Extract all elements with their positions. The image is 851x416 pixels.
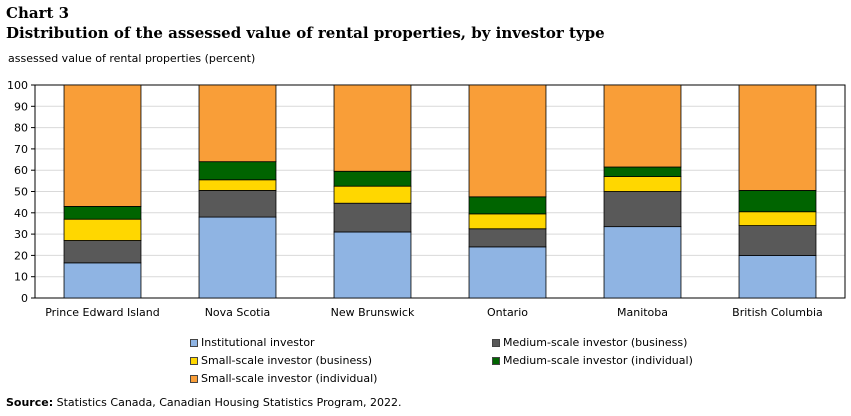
bar-segment bbox=[738, 225, 817, 256]
bar-segment bbox=[468, 213, 547, 230]
y-tick-label: 0 bbox=[21, 292, 28, 305]
bar-segment bbox=[603, 84, 682, 168]
bar-segment bbox=[198, 161, 277, 181]
source-note: Source: Statistics Canada, Canadian Hous… bbox=[6, 396, 402, 409]
bar-segment bbox=[738, 190, 817, 213]
bar-segment bbox=[198, 190, 277, 218]
y-axis-label: assessed value of rental properties (per… bbox=[8, 52, 256, 65]
legend-swatch bbox=[492, 356, 500, 365]
bar-segment bbox=[333, 170, 412, 187]
bar-segment bbox=[333, 231, 412, 299]
bar-segment bbox=[198, 179, 277, 191]
legend-item: Medium-scale investor (business) bbox=[492, 336, 687, 349]
y-tick-label: 40 bbox=[14, 207, 28, 220]
bar-segment bbox=[198, 84, 277, 163]
bar-segment bbox=[468, 84, 547, 198]
source-label: Source: bbox=[6, 396, 54, 409]
y-tick-label: 10 bbox=[14, 271, 28, 284]
x-tick-label: Prince Edward Island bbox=[45, 306, 160, 319]
bar-segment bbox=[198, 216, 277, 299]
bar-segment bbox=[333, 185, 412, 204]
legend-label: Medium-scale investor (business) bbox=[503, 336, 688, 349]
y-tick-label: 80 bbox=[14, 122, 28, 135]
bar-segment bbox=[63, 206, 142, 220]
bar-segment bbox=[603, 191, 682, 228]
bar-segment bbox=[468, 196, 547, 215]
legend-label: Medium-scale investor (individual) bbox=[503, 354, 693, 367]
plot-frame bbox=[34, 84, 846, 299]
bar-segment bbox=[603, 226, 682, 299]
x-tick-label: British Columbia bbox=[732, 306, 823, 319]
x-tick-label: New Brunswick bbox=[331, 306, 415, 319]
bar-segment bbox=[738, 84, 817, 191]
legend-swatch bbox=[190, 374, 198, 383]
y-tick-label: 30 bbox=[14, 228, 28, 241]
legend-swatch bbox=[492, 338, 500, 347]
legend-item: Small-scale investor (individual) bbox=[190, 372, 377, 385]
bar-segment bbox=[63, 218, 142, 241]
legend-swatch bbox=[190, 356, 198, 365]
bar-segment bbox=[738, 254, 817, 299]
bar-segment bbox=[63, 262, 142, 299]
y-tick-label: 90 bbox=[14, 100, 28, 113]
x-tick-label: Ontario bbox=[487, 306, 528, 319]
y-tick-label: 70 bbox=[14, 143, 28, 156]
legend-label: Small-scale investor (individual) bbox=[201, 372, 378, 385]
chart-number: Chart 3 bbox=[6, 4, 70, 22]
bar-segment bbox=[603, 166, 682, 177]
bar-segment bbox=[333, 84, 412, 172]
legend-item: Small-scale investor (business) bbox=[190, 354, 372, 367]
source-text: Statistics Canada, Canadian Housing Stat… bbox=[56, 396, 402, 409]
legend-item: Institutional investor bbox=[190, 336, 315, 349]
x-tick-label: Nova Scotia bbox=[205, 306, 271, 319]
x-tick-label: Manitoba bbox=[617, 306, 668, 319]
bar-segment bbox=[333, 202, 412, 233]
bar-segment bbox=[468, 246, 547, 299]
legend-label: Small-scale investor (business) bbox=[201, 354, 372, 367]
legend-item: Medium-scale investor (individual) bbox=[492, 354, 693, 367]
bar-segment bbox=[738, 211, 817, 226]
bar-segment bbox=[63, 84, 142, 207]
bar-segment bbox=[63, 240, 142, 264]
legend-swatch bbox=[190, 338, 198, 347]
chart-title: Distribution of the assessed value of re… bbox=[6, 24, 605, 42]
bar-segment bbox=[603, 176, 682, 192]
y-tick-label: 60 bbox=[14, 164, 28, 177]
y-tick-label: 50 bbox=[14, 186, 28, 199]
legend-label: Institutional investor bbox=[201, 336, 315, 349]
y-tick-label: 20 bbox=[14, 249, 28, 262]
bar-segment bbox=[468, 228, 547, 248]
y-tick-label: 100 bbox=[7, 79, 28, 92]
